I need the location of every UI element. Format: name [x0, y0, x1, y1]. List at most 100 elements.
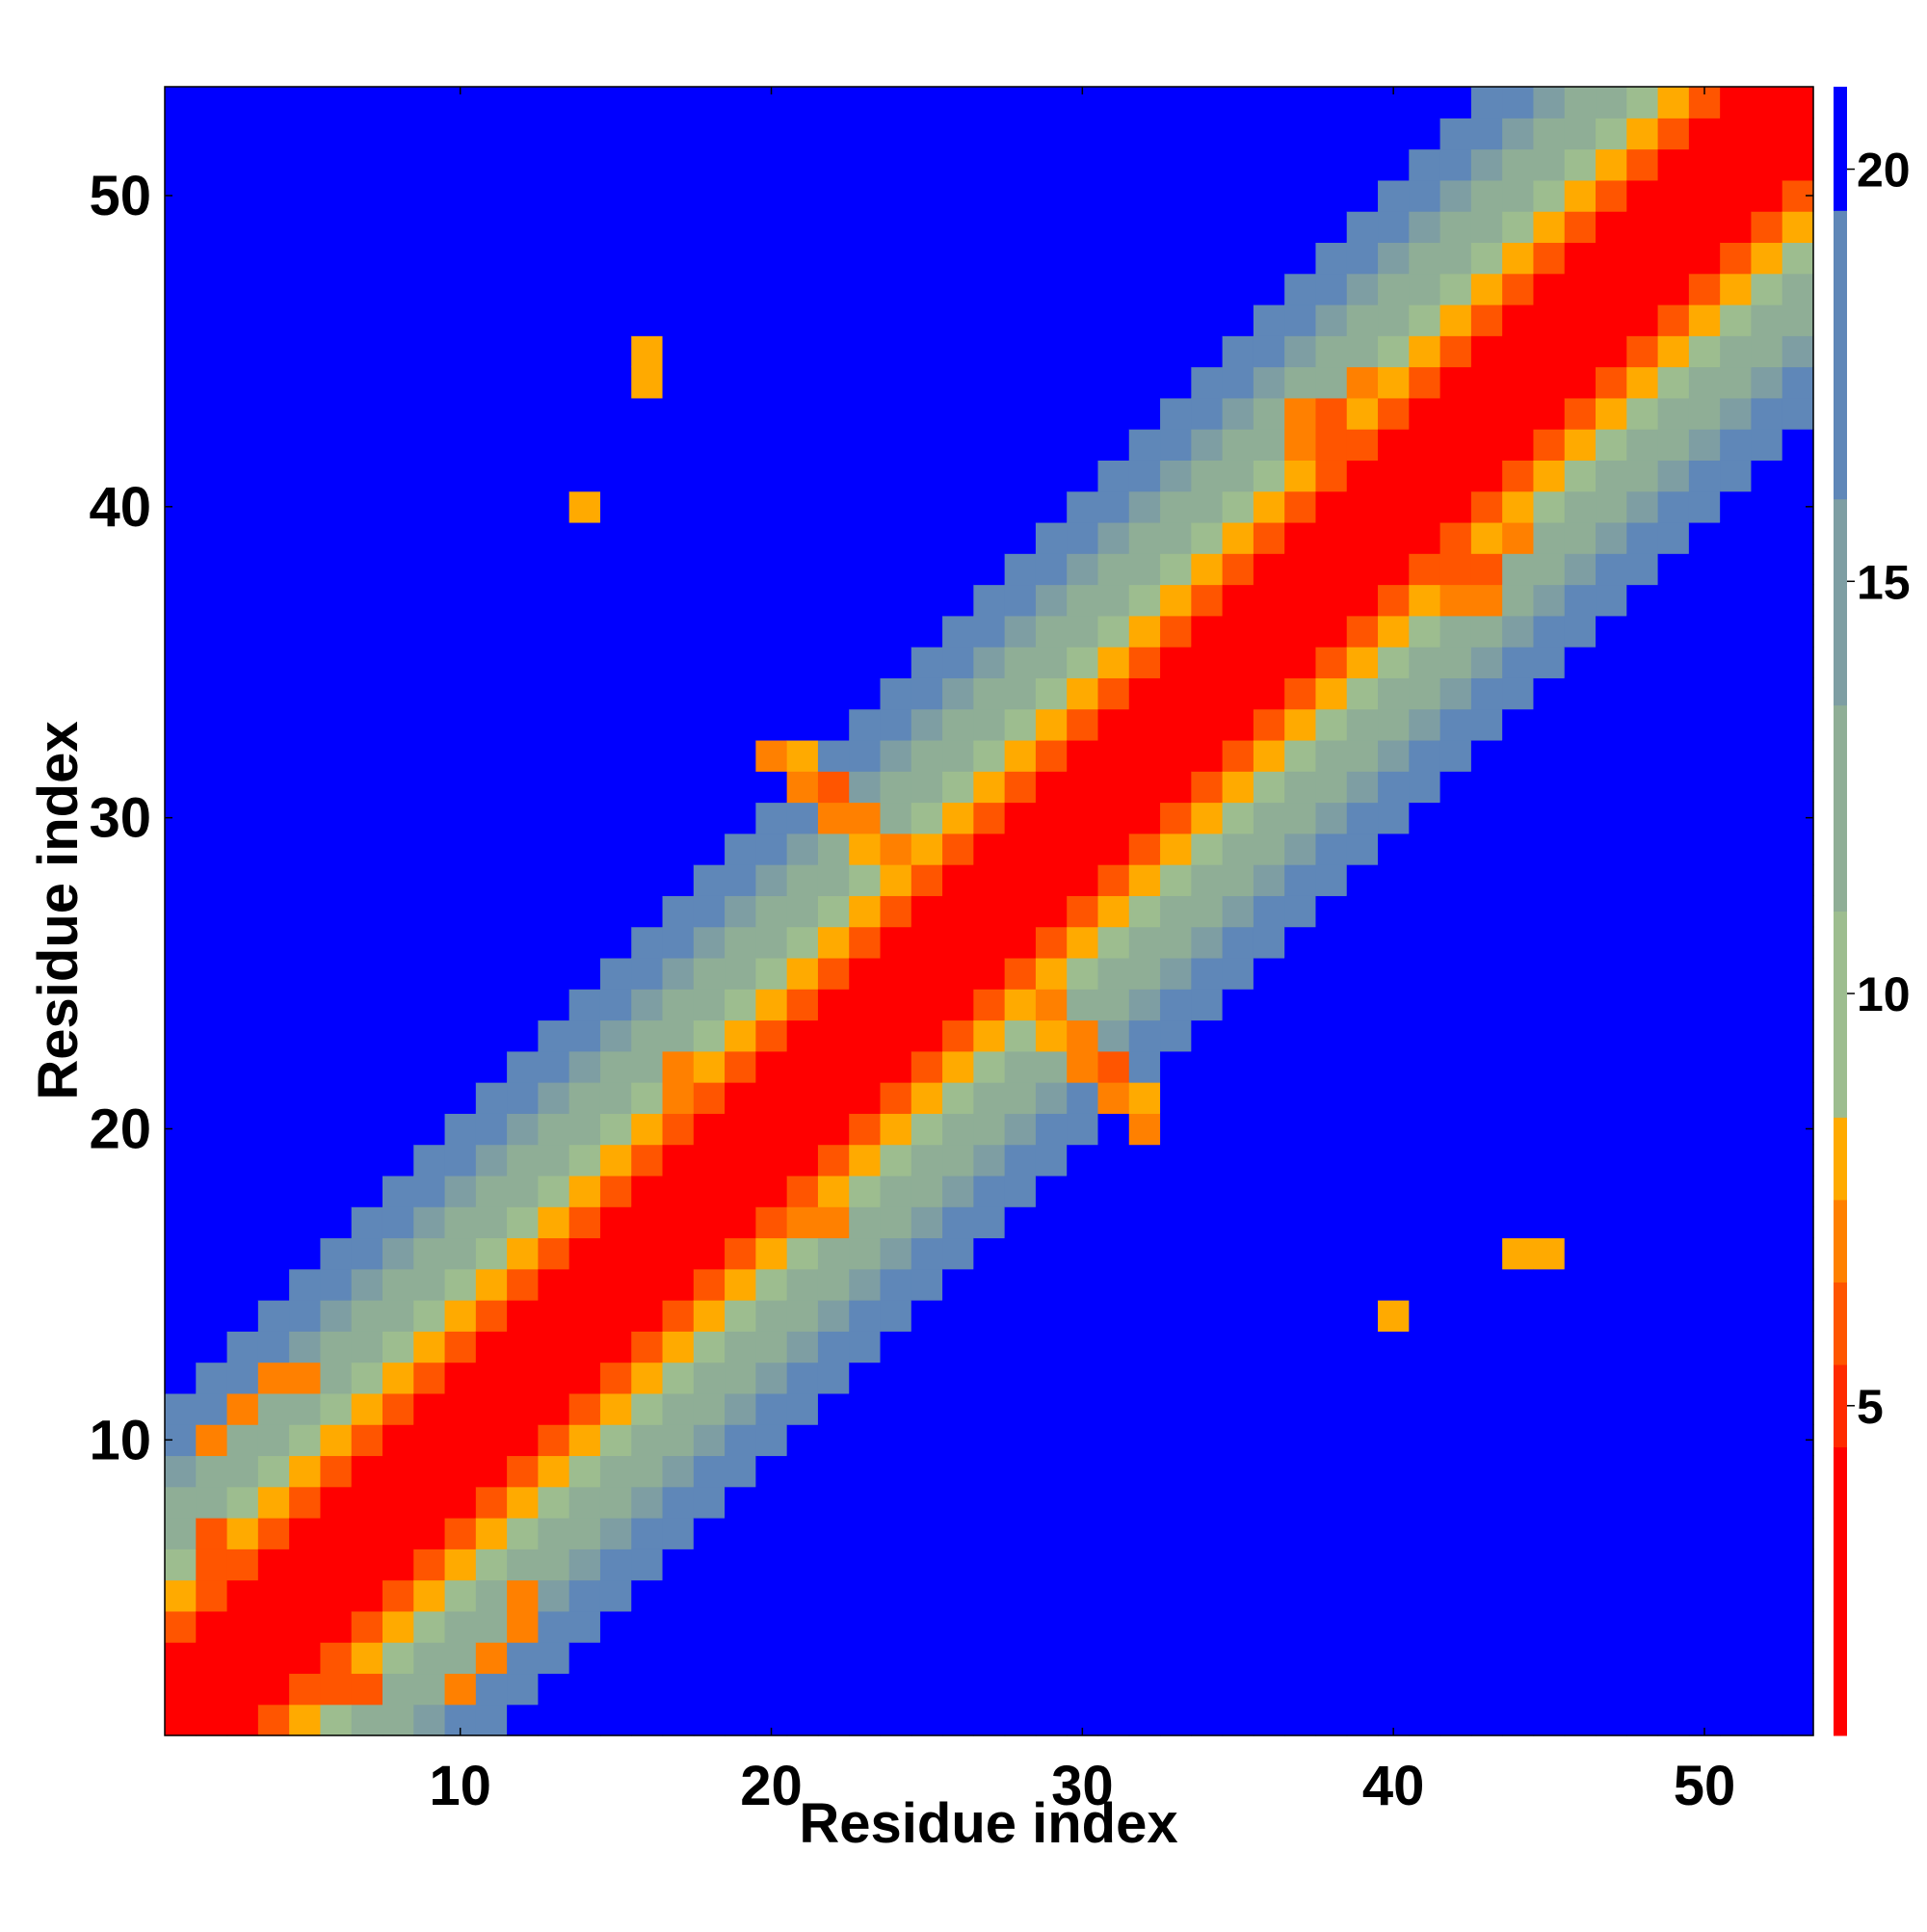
- x-tick-label: 20: [740, 1755, 803, 1817]
- heatmap-cell: [257, 1610, 290, 1643]
- heatmap-cell: [631, 802, 664, 834]
- heatmap-cell: [1409, 1642, 1441, 1675]
- heatmap-cell: [911, 1486, 943, 1519]
- heatmap-cell: [817, 211, 850, 244]
- heatmap-cell: [257, 490, 290, 523]
- heatmap-cell: [1004, 739, 1037, 772]
- heatmap-cell: [196, 957, 228, 990]
- heatmap-cell: [1596, 1392, 1627, 1425]
- heatmap-cell: [1315, 1579, 1348, 1612]
- heatmap-cell: [538, 1673, 570, 1706]
- heatmap-cell: [599, 1362, 632, 1394]
- heatmap-cell: [1533, 521, 1566, 554]
- heatmap-cell: [786, 1268, 819, 1301]
- heatmap-cell: [880, 460, 912, 492]
- heatmap-cell: [1253, 1392, 1285, 1425]
- heatmap-cell: [444, 335, 477, 368]
- heatmap-cell: [1470, 273, 1503, 305]
- heatmap-cell: [786, 304, 819, 336]
- heatmap-cell: [1253, 1424, 1285, 1457]
- heatmap-cell: [165, 677, 197, 710]
- heatmap-cell: [1035, 739, 1068, 772]
- heatmap-cell: [942, 1579, 974, 1612]
- heatmap-cell: [351, 335, 383, 368]
- heatmap-cell: [1035, 926, 1068, 959]
- heatmap-cell: [1470, 87, 1503, 119]
- heatmap-cell: [662, 802, 695, 834]
- heatmap-cell: [817, 1113, 850, 1146]
- heatmap-cell: [755, 584, 788, 617]
- heatmap-cell: [1160, 802, 1192, 834]
- heatmap-cell: [1222, 1362, 1254, 1394]
- heatmap-cell: [786, 1673, 819, 1706]
- heatmap-cell: [475, 490, 508, 523]
- heatmap-cell: [1284, 1362, 1317, 1394]
- heatmap-cell: [320, 460, 353, 492]
- heatmap-cell: [725, 87, 756, 119]
- heatmap-cell: [1533, 1673, 1566, 1706]
- heatmap-cell: [1657, 1642, 1690, 1675]
- heatmap-cell: [1191, 895, 1224, 928]
- heatmap-cell: [475, 211, 508, 244]
- heatmap-cell: [196, 1237, 228, 1270]
- y-tick-label: 50: [89, 165, 151, 227]
- heatmap-cell: [662, 1237, 695, 1270]
- heatmap-cell: [1439, 366, 1472, 399]
- heatmap-cell: [1097, 553, 1130, 586]
- heatmap-cell: [1004, 304, 1037, 336]
- heatmap-cell: [1688, 647, 1721, 678]
- heatmap-cell: [196, 1144, 228, 1177]
- heatmap-cell: [880, 1610, 912, 1643]
- heatmap-cell: [226, 148, 259, 181]
- heatmap-cell: [165, 1019, 197, 1052]
- heatmap-cell: [1439, 926, 1472, 959]
- heatmap-cell: [1284, 148, 1317, 181]
- heatmap-cell: [1315, 677, 1348, 710]
- heatmap-cell: [1346, 490, 1379, 523]
- heatmap-cell: [1533, 553, 1566, 586]
- heatmap-cell: [942, 1300, 974, 1332]
- heatmap-cell: [1409, 1455, 1441, 1488]
- heatmap-cell: [289, 521, 322, 554]
- heatmap-cell: [755, 1144, 788, 1177]
- heatmap-cell: [1315, 1548, 1348, 1581]
- heatmap-cell: [942, 242, 974, 275]
- heatmap-cell: [1657, 1050, 1690, 1083]
- heatmap-cell: [755, 490, 788, 523]
- heatmap-cell: [1533, 1019, 1566, 1052]
- heatmap-cell: [1533, 1268, 1566, 1301]
- heatmap-cell: [1160, 926, 1192, 959]
- heatmap-cell: [786, 1579, 819, 1612]
- heatmap-cell: [880, 708, 912, 741]
- heatmap-cell: [599, 802, 632, 834]
- heatmap-cell: [880, 179, 912, 212]
- heatmap-cell: [1688, 490, 1721, 523]
- heatmap-cell: [1470, 490, 1503, 523]
- heatmap-cell: [1409, 802, 1441, 834]
- heatmap-cell: [1626, 273, 1659, 305]
- heatmap-cell: [1067, 179, 1099, 212]
- heatmap-cell: [507, 1642, 539, 1675]
- heatmap-cell: [1004, 1455, 1037, 1488]
- heatmap-cell: [320, 179, 353, 212]
- heatmap-cell: [1035, 708, 1068, 741]
- heatmap-cell: [1035, 273, 1068, 305]
- heatmap-cell: [849, 1019, 882, 1052]
- heatmap-cell: [1284, 397, 1317, 430]
- heatmap-cell: [165, 87, 197, 119]
- heatmap-cell: [1439, 460, 1472, 492]
- heatmap-cell: [662, 1704, 695, 1736]
- heatmap-cell: [475, 1392, 508, 1425]
- heatmap-cell: [662, 429, 695, 461]
- heatmap-cell: [942, 335, 974, 368]
- heatmap-cell: [226, 1237, 259, 1270]
- heatmap-cell: [631, 304, 664, 336]
- heatmap-cell: [1688, 335, 1721, 368]
- heatmap-cell: [320, 1144, 353, 1177]
- heatmap-cell: [1688, 242, 1721, 275]
- heatmap-cell: [165, 1486, 197, 1519]
- heatmap-cell: [755, 521, 788, 554]
- heatmap-cell: [786, 211, 819, 244]
- heatmap-cell: [693, 1268, 726, 1301]
- heatmap-cell: [257, 118, 290, 150]
